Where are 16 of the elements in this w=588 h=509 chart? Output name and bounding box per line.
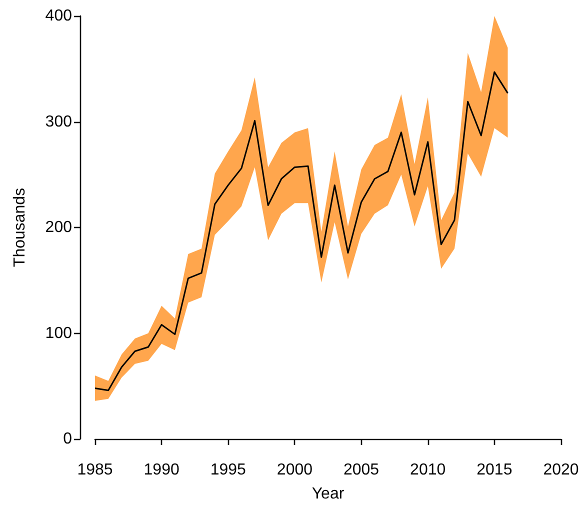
y-tick-label: 300 (45, 113, 72, 130)
x-tick-label: 1990 (144, 462, 180, 478)
x-tick-label: 2000 (276, 462, 313, 478)
x-tick-label: 2010 (410, 462, 446, 478)
y-tick-label: 400 (45, 8, 72, 24)
y-tick-label: 100 (45, 324, 72, 342)
x-tick-label: 1995 (210, 462, 246, 478)
y-tick-label: 200 (45, 219, 72, 236)
x-tick-label: 1985 (77, 462, 113, 478)
y-tick-label: 0 (63, 430, 72, 448)
line-series (94, 71, 508, 392)
x-tick-label: 2005 (343, 462, 380, 478)
x-tick-label: 2020 (543, 462, 579, 478)
x-axis-title: Year (312, 486, 345, 502)
y-axis-title: Thousands (12, 188, 28, 268)
x-tick-label: 2015 (476, 462, 512, 478)
